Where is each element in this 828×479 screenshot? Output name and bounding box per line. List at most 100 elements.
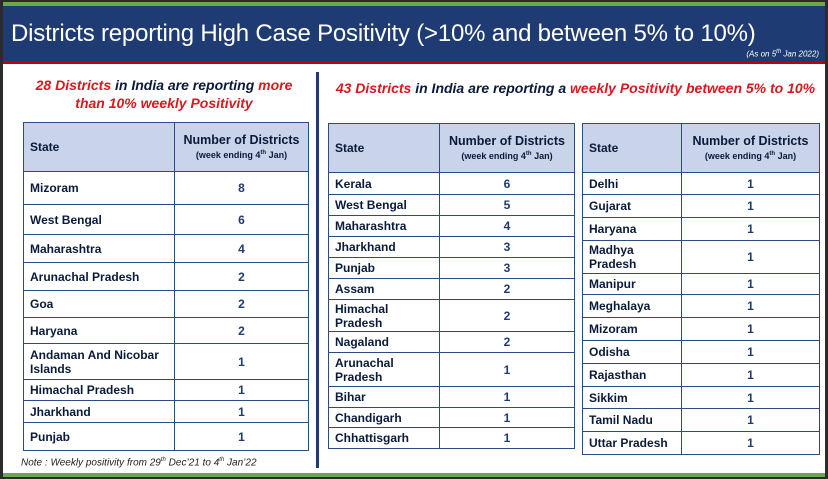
col-count-header: Number of Districts (week ending 4th Jan… — [174, 122, 309, 172]
state-cell: Maharashtra — [328, 215, 440, 237]
district-count-cell: 2 — [174, 290, 309, 318]
state-cell: Chhattisgarh — [328, 427, 440, 449]
state-cell: Haryana — [23, 317, 175, 344]
col-count-header: Number of Districts (week ending 4th Jan… — [681, 123, 820, 173]
right-table-1: State Number of Districts (week ending 4… — [328, 123, 575, 449]
state-cell: Maharashtra — [23, 234, 175, 263]
table-row: Punjab 1 — [23, 422, 309, 451]
table-row: West Bengal 5 — [328, 194, 575, 216]
state-cell: Bihar — [328, 386, 440, 408]
right-table-2: State Number of Districts (week ending 4… — [582, 123, 820, 455]
table-row: Arunachal Pradesh 1 — [328, 352, 575, 387]
district-count-cell: 4 — [439, 215, 575, 237]
state-cell: Arunachal Pradesh — [328, 352, 440, 387]
district-count-cell: 1 — [681, 194, 820, 218]
district-count-cell: 1 — [439, 407, 575, 428]
state-cell: Chandigarh — [328, 407, 440, 428]
table-row: Andaman And Nicobar Islands 1 — [23, 343, 309, 380]
state-cell: West Bengal — [23, 204, 175, 235]
table-row: Maharashtra 4 — [328, 215, 575, 237]
table-row: Odisha 1 — [582, 340, 820, 364]
state-cell: Andaman And Nicobar Islands — [23, 343, 175, 380]
district-count-cell: 1 — [681, 294, 820, 318]
state-cell: Himachal Pradesh — [328, 299, 440, 332]
state-cell: Arunachal Pradesh — [23, 262, 175, 291]
district-count-cell: 1 — [681, 172, 820, 195]
header-red-line — [3, 61, 825, 64]
district-count-cell: 1 — [681, 317, 820, 341]
table-row: Jharkhand 1 — [23, 400, 309, 423]
table-header-row: State Number of Districts (week ending 4… — [328, 123, 575, 173]
district-count-cell: 8 — [174, 171, 309, 205]
vertical-divider — [316, 72, 319, 468]
table-row: Mizoram 8 — [23, 171, 309, 205]
table-row: Rajasthan 1 — [582, 363, 820, 387]
table-row: Delhi 1 — [582, 172, 820, 195]
state-cell: Goa — [23, 290, 175, 318]
state-cell: Mizoram — [23, 171, 175, 205]
state-cell: Meghalaya — [582, 294, 682, 318]
table-row: Chandigarh 1 — [328, 407, 575, 428]
state-cell: Odisha — [582, 340, 682, 364]
state-cell: Assam — [328, 278, 440, 300]
district-count-cell: 1 — [439, 386, 575, 408]
state-cell: West Bengal — [328, 194, 440, 216]
table-row: Punjab 3 — [328, 257, 575, 279]
state-cell: Uttar Pradesh — [582, 431, 682, 455]
table-row: Goa 2 — [23, 290, 309, 318]
district-count-cell: 1 — [439, 352, 575, 387]
table-row: Kerala 6 — [328, 172, 575, 195]
top-accent-line — [3, 2, 825, 6]
district-count-cell: 5 — [439, 194, 575, 216]
table-row: Assam 2 — [328, 278, 575, 300]
state-cell: Nagaland — [328, 331, 440, 353]
table-row: Haryana 2 — [23, 317, 309, 344]
table-row: Sikkim 1 — [582, 386, 820, 409]
table-row: Arunachal Pradesh 2 — [23, 262, 309, 291]
state-cell: Haryana — [582, 217, 682, 241]
bottom-accent-line — [3, 473, 825, 477]
district-count-cell: 1 — [439, 427, 575, 449]
col-state-header: State — [23, 122, 175, 172]
district-count-cell: 1 — [681, 408, 820, 432]
table-row: Mizoram 1 — [582, 317, 820, 341]
right-subtitle: 43 Districts in India are reporting a we… — [335, 80, 816, 96]
district-count-cell: 2 — [439, 299, 575, 332]
district-count-cell: 6 — [174, 204, 309, 235]
table-row: Nagaland 2 — [328, 331, 575, 353]
left-subtitle: 28 Districts in India are reporting more… — [35, 77, 293, 111]
district-count-cell: 1 — [174, 343, 309, 380]
state-cell: Gujarat — [582, 194, 682, 218]
state-cell: Manipur — [582, 273, 682, 295]
table-row: Madhya Pradesh 1 — [582, 240, 820, 274]
table-row: Maharashtra 4 — [23, 234, 309, 263]
table-row: West Bengal 6 — [23, 204, 309, 235]
table-row: Gujarat 1 — [582, 194, 820, 218]
state-cell: Kerala — [328, 172, 440, 195]
col-state-header: State — [328, 123, 440, 173]
district-count-cell: 3 — [439, 236, 575, 258]
state-cell: Tamil Nadu — [582, 408, 682, 432]
table-row: Bihar 1 — [328, 386, 575, 408]
district-count-cell: 1 — [681, 363, 820, 387]
table-header-row: State Number of Districts (week ending 4… — [23, 122, 309, 172]
district-count-cell: 2 — [174, 262, 309, 291]
state-cell: Delhi — [582, 172, 682, 195]
col-state-header: State — [582, 123, 682, 173]
state-cell: Punjab — [328, 257, 440, 279]
district-count-cell: 1 — [681, 386, 820, 409]
table-row: Uttar Pradesh 1 — [582, 431, 820, 455]
table-header-row: State Number of Districts (week ending 4… — [582, 123, 820, 173]
table-row: Jharkhand 3 — [328, 236, 575, 258]
district-count-cell: 1 — [681, 273, 820, 295]
header-bar: Districts reporting High Case Positivity… — [3, 6, 825, 61]
state-cell: Sikkim — [582, 386, 682, 409]
state-cell: Jharkhand — [23, 400, 175, 423]
district-count-cell: 1 — [681, 340, 820, 364]
table-row: Chhattisgarh 1 — [328, 427, 575, 449]
district-count-cell: 1 — [681, 217, 820, 241]
district-count-cell: 1 — [174, 400, 309, 423]
state-cell: Punjab — [23, 422, 175, 451]
left-table: State Number of Districts (week ending 4… — [23, 122, 309, 451]
district-count-cell: 3 — [439, 257, 575, 279]
